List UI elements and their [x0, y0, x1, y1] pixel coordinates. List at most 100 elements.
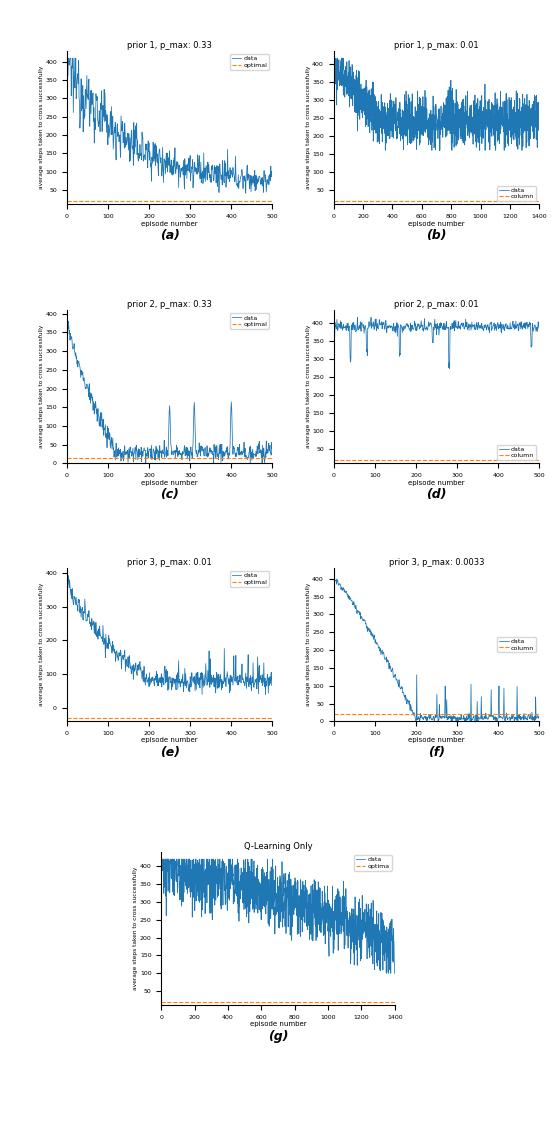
Text: (c): (c) — [160, 488, 179, 501]
Legend: data, optimal: data, optimal — [230, 55, 269, 69]
data — [280, 877, 287, 891]
optimal — [63, 194, 70, 208]
Title: Q-Learning Only: Q-Learning Only — [244, 842, 312, 851]
Title: prior 2, p_max: 0.01: prior 2, p_max: 0.01 — [394, 300, 479, 309]
column — [331, 708, 337, 721]
Line: data: data — [67, 317, 272, 463]
data — [63, 59, 70, 73]
Y-axis label: average steps taken to cross successfully: average steps taken to cross successfull… — [39, 583, 44, 707]
data — [391, 967, 398, 980]
data — [160, 852, 166, 866]
data — [175, 683, 181, 696]
Line: data: data — [334, 317, 539, 368]
data — [388, 934, 395, 947]
data — [330, 67, 337, 81]
data — [533, 109, 540, 123]
Text: (g): (g) — [268, 1030, 288, 1043]
data — [423, 715, 430, 728]
Y-axis label: average steps taken to cross successfully: average steps taken to cross successfull… — [39, 325, 44, 449]
X-axis label: episode number: episode number — [250, 1021, 306, 1027]
Legend: data, optima: data, optima — [354, 855, 391, 870]
Text: (a): (a) — [160, 229, 180, 242]
Line: data: data — [161, 859, 395, 974]
X-axis label: episode number: episode number — [408, 737, 465, 743]
column — [330, 194, 337, 208]
data — [161, 154, 168, 168]
Title: prior 1, p_max: 0.33: prior 1, p_max: 0.33 — [127, 41, 212, 50]
data — [331, 51, 337, 65]
data — [535, 321, 542, 335]
data — [430, 710, 436, 724]
data — [186, 684, 192, 698]
data — [429, 336, 436, 350]
optimal — [64, 451, 71, 465]
optima — [158, 995, 165, 1009]
X-axis label: episode number: episode number — [141, 479, 198, 485]
data — [442, 684, 449, 698]
Text: (f): (f) — [428, 746, 445, 759]
data — [446, 361, 453, 375]
data — [142, 457, 149, 470]
optimal — [63, 451, 70, 465]
data — [383, 967, 390, 980]
Y-axis label: average steps taken to cross successfully: average steps taken to cross successfull… — [306, 66, 311, 190]
Legend: data, optimal: data, optimal — [230, 571, 269, 586]
data — [162, 676, 169, 690]
data — [354, 310, 361, 324]
Text: (e): (e) — [160, 746, 180, 759]
data — [265, 446, 271, 460]
data — [499, 321, 506, 335]
data — [64, 310, 71, 324]
data — [269, 678, 275, 692]
data — [269, 166, 275, 179]
Legend: data, column: data, column — [497, 445, 536, 460]
data — [535, 709, 542, 722]
data — [175, 448, 182, 461]
data — [425, 115, 432, 128]
Y-axis label: average steps taken to cross successfully: average steps taken to cross successfull… — [39, 66, 44, 190]
Line: data: data — [67, 575, 272, 694]
optimal — [63, 711, 70, 725]
data — [266, 919, 272, 933]
X-axis label: episode number: episode number — [141, 737, 198, 743]
data — [429, 712, 435, 726]
Line: data: data — [67, 58, 272, 193]
data — [161, 665, 167, 678]
data — [175, 160, 182, 174]
X-axis label: episode number: episode number — [141, 220, 198, 226]
optimal — [64, 194, 71, 208]
Y-axis label: average steps taken to cross successfully: average steps taken to cross successfull… — [306, 325, 311, 449]
data — [186, 166, 193, 179]
data — [331, 568, 337, 582]
data — [63, 568, 70, 582]
Y-axis label: average steps taken to cross successfully: average steps taken to cross successfull… — [133, 867, 138, 991]
data — [186, 454, 193, 468]
data — [232, 446, 239, 460]
Line: data: data — [334, 58, 539, 150]
column — [330, 453, 337, 467]
data — [239, 882, 245, 895]
column — [330, 194, 337, 208]
Title: prior 3, p_max: 0.01: prior 3, p_max: 0.01 — [127, 558, 212, 567]
column — [331, 453, 337, 467]
data — [330, 345, 337, 359]
Text: (b): (b) — [426, 229, 446, 242]
data — [453, 712, 460, 726]
data — [532, 318, 538, 332]
data — [264, 668, 271, 682]
data — [439, 110, 445, 124]
data — [401, 123, 408, 136]
Legend: data, column: data, column — [497, 186, 536, 201]
Text: (d): (d) — [426, 488, 446, 501]
data — [63, 311, 70, 325]
data — [269, 442, 275, 456]
data — [330, 570, 337, 584]
data — [64, 51, 71, 65]
data — [536, 103, 543, 117]
data — [162, 156, 169, 169]
Legend: data, optimal: data, optimal — [230, 314, 269, 328]
optimal — [64, 711, 71, 725]
data — [198, 687, 205, 701]
column — [330, 708, 337, 721]
optima — [158, 995, 165, 1009]
